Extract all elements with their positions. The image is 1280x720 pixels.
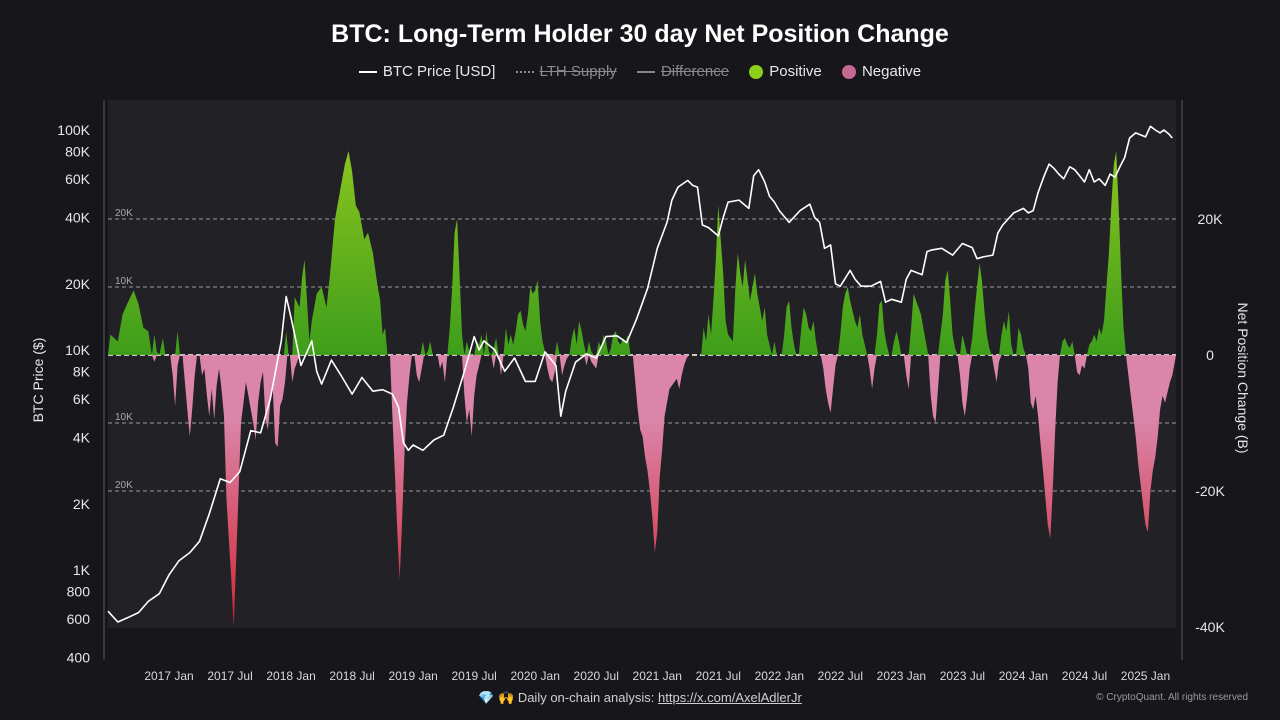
x-tick-label: 2021 Jan — [633, 669, 682, 683]
x-tick-label: 2018 Jul — [329, 669, 374, 683]
y-left-tick-label: 4K — [73, 430, 91, 446]
x-tick-label: 2022 Jan — [755, 669, 804, 683]
x-tick-label: 2019 Jan — [388, 669, 437, 683]
y-right-tick-label: 20K — [1198, 211, 1224, 227]
y-left-tick-label: 2K — [73, 496, 91, 512]
x-tick-label: 2017 Jul — [207, 669, 252, 683]
legend-item-lth-supply[interactable]: LTH Supply — [515, 62, 617, 80]
area-negative — [108, 355, 1176, 627]
y-left-tick-label: 60K — [65, 171, 91, 187]
x-tick-label: 2020 Jan — [511, 669, 560, 683]
x-tick-label: 2024 Jul — [1062, 669, 1107, 683]
x-tick-label: 2017 Jan — [144, 669, 193, 683]
x-tick-label: 2023 Jul — [940, 669, 985, 683]
footer-icons: 💎 🙌 — [478, 690, 515, 705]
legend-dot-positive — [749, 64, 764, 79]
legend-label-difference: Difference — [660, 62, 730, 80]
y-left-tick-label: 8K — [73, 363, 91, 379]
legend-item-negative[interactable]: Negative — [841, 62, 922, 80]
price-line — [107, 125, 1173, 623]
y-axis-left-label: BTC Price ($) — [30, 338, 46, 423]
y-left-tick-label: 400 — [67, 650, 91, 666]
footer-link[interactable]: https://x.com/AxelAdlerJr — [658, 690, 802, 705]
y-left-tick-label: 800 — [67, 583, 91, 599]
reference-line-label: 20K — [115, 480, 133, 491]
reference-line-label: 20K — [115, 208, 133, 219]
y-left-tick-label: 40K — [65, 210, 91, 226]
y-right-tick-label: 0 — [1206, 347, 1214, 363]
x-tick-label: 2020 Jul — [574, 669, 619, 683]
legend-label-positive: Positive — [769, 62, 822, 80]
footer: 💎 🙌 Daily on-chain analysis: https://x.c… — [0, 690, 1280, 706]
legend-dot-negative — [841, 64, 856, 79]
y-axis-right-label: Net Position Change (B) — [1235, 303, 1251, 454]
legend-item-positive[interactable]: Positive — [749, 63, 822, 80]
area-positive — [108, 151, 1176, 355]
x-tick-label: 2019 Jul — [451, 669, 496, 683]
reference-line-label: 10K — [115, 276, 133, 287]
legend-label-lth-supply: LTH Supply — [539, 62, 617, 80]
y-right-tick-label: -40K — [1195, 619, 1225, 635]
legend-label-price: BTC Price [USD] — [382, 62, 496, 80]
y-left-tick-label: 80K — [65, 143, 91, 159]
y-right-tick-label: -20K — [1195, 483, 1225, 499]
legend-line-swatch-gray — [636, 70, 655, 73]
y-left-tick-label: 600 — [67, 611, 91, 627]
legend-item-price[interactable]: BTC Price [USD] — [358, 62, 496, 80]
x-tick-label: 2021 Jul — [696, 669, 741, 683]
chart-legend: BTC Price [USD] LTH Supply Difference Po… — [0, 62, 1280, 80]
credit-text: © CryptoQuant. All rights reserved — [1096, 692, 1248, 703]
legend-dotted-swatch — [515, 70, 534, 73]
chart-title: BTC: Long-Term Holder 30 day Net Positio… — [331, 20, 949, 48]
legend-item-difference[interactable]: Difference — [636, 62, 730, 80]
x-tick-label: 2018 Jan — [266, 669, 315, 683]
footer-text: Daily on-chain analysis: — [517, 690, 655, 705]
legend-line-swatch — [358, 70, 377, 73]
y-left-tick-label: 1K — [73, 562, 91, 578]
x-tick-label: 2024 Jan — [999, 669, 1048, 683]
x-tick-label: 2023 Jan — [877, 669, 926, 683]
y-left-tick-label: 10K — [65, 342, 91, 358]
x-tick-label: 2025 Jan — [1121, 669, 1170, 683]
y-left-tick-label: 6K — [73, 391, 91, 407]
legend-label-negative: Negative — [861, 62, 922, 80]
y-left-tick-label: 20K — [65, 276, 91, 292]
y-left-tick-label: 100K — [57, 122, 90, 138]
reference-line-label: 10K — [115, 412, 133, 423]
x-tick-label: 2022 Jul — [818, 669, 863, 683]
